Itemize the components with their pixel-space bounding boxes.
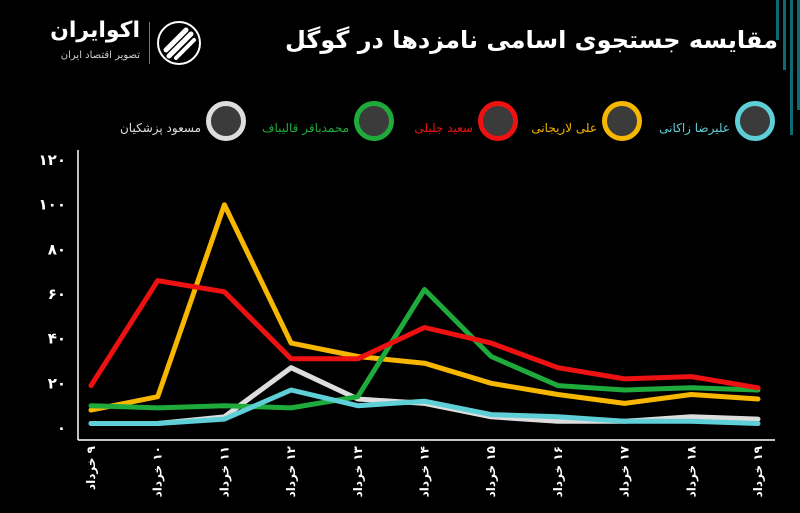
y-tick-label: ۲۰ <box>48 374 66 392</box>
x-tick-label: ۱۳ خرداد <box>351 445 365 497</box>
legend-label-larijani: علی لاریجانی <box>531 121 597 135</box>
decorative-bars <box>776 0 800 135</box>
legend-item-pezeshkian: مسعود پزشکیان <box>100 101 246 151</box>
brand-tagline: تصویر اقتصاد ایران <box>60 50 140 61</box>
candidate-photo-icon <box>206 101 246 141</box>
brand-name: اکوایران <box>50 18 140 43</box>
series-line <box>88 278 761 391</box>
legend-item-ghalibaf: محمدباقر قالیباف <box>248 101 394 151</box>
series-line <box>88 287 761 411</box>
x-tick-label: ۱۴ خرداد <box>418 446 432 497</box>
series-line <box>88 202 761 413</box>
y-tick-label: ۱۰۰ <box>39 196 66 214</box>
y-tick-label: ۴۰ <box>48 330 66 348</box>
legend-item-jalili: سعید جلیلی <box>390 101 518 151</box>
brand: اکوایران تصویر اقتصاد ایران <box>32 14 202 74</box>
x-tick-label: ۱۷ خرداد <box>618 445 632 497</box>
chart-axes <box>77 150 775 441</box>
candidate-photo-icon <box>478 101 518 141</box>
legend-label-pezeshkian: مسعود پزشکیان <box>119 121 201 135</box>
series-line <box>88 387 761 426</box>
brand-logo-icon <box>157 21 201 65</box>
chart-ticks: ۰ ۲۰ ۴۰ ۶۰ ۸۰ ۱۰۰ ۱۲۰ ۹ خرداد ۱۰ خرداد ۱۱ خرداد ۱۲… <box>39 151 765 497</box>
legend-item-zakani: علیرضا زاکانی <box>640 101 775 151</box>
legend-label-zakani: علیرضا زاکانی <box>659 121 730 135</box>
candidate-photo-icon <box>735 101 775 141</box>
y-tick-label: ۰ <box>57 419 66 437</box>
x-tick-label: ۱۵ خرداد <box>484 446 498 497</box>
x-tick-label: ۱۸ خرداد <box>684 445 698 497</box>
chart-series <box>88 202 761 426</box>
x-tick-label: ۹ خرداد <box>84 445 98 490</box>
candidate-photo-icon <box>602 101 642 141</box>
x-tick-label: ۱۰ خرداد <box>151 446 165 497</box>
page-title: مقایسه جستجوی اسامی نامزدها در گوگل <box>284 26 778 54</box>
x-tick-label: ۱۲ خرداد <box>284 445 298 497</box>
x-tick-label: ۱۹ خرداد <box>751 445 765 497</box>
y-tick-label: ۸۰ <box>48 240 66 258</box>
y-tick-label: ۱۲۰ <box>39 151 66 169</box>
brand-divider <box>149 22 150 64</box>
x-tick-label: ۱۱ خرداد <box>217 446 231 497</box>
x-tick-label: ۱۶ خرداد <box>551 446 565 497</box>
legend-label-jalili: سعید جلیلی <box>414 121 473 135</box>
y-tick-label: ۶۰ <box>48 285 66 303</box>
legend-label-ghalibaf: محمدباقر قالیباف <box>262 121 349 135</box>
legend-item-larijani: علی لاریجانی <box>510 101 642 151</box>
candidate-photo-icon <box>354 101 394 141</box>
